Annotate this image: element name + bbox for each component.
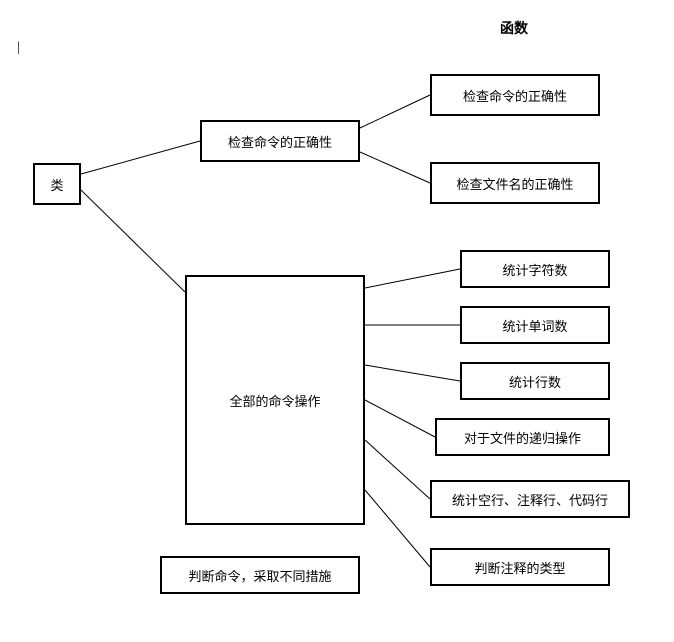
diagram-edge bbox=[360, 95, 430, 128]
diagram-node-b1: 统计字符数 bbox=[460, 250, 610, 288]
diagram-edge bbox=[365, 365, 460, 381]
diagram-node-a1: 检查命令的正确性 bbox=[430, 74, 600, 116]
diagram-node-label: 判断注释的类型 bbox=[474, 558, 565, 577]
diagram-node-label: 检查命令的正确性 bbox=[228, 132, 332, 151]
diagram-node-label: 全部的命令操作 bbox=[229, 391, 320, 410]
diagram-node-b4: 对于文件的递归操作 bbox=[435, 418, 610, 456]
diagram-edge bbox=[360, 152, 430, 183]
diagram-node-mid2: 全部的命令操作 bbox=[185, 275, 365, 525]
diagram-node-label: 统计字符数 bbox=[502, 260, 567, 279]
diagram-node-label: 统计单词数 bbox=[502, 316, 567, 335]
diagram-node-label: 统计行数 bbox=[509, 372, 561, 391]
diagram-node-label: 类 bbox=[50, 175, 63, 194]
diagram-node-label: 检查命令的正确性 bbox=[463, 86, 567, 105]
diagram-edge bbox=[365, 490, 430, 567]
diagram-node-label: 对于文件的递归操作 bbox=[464, 428, 581, 447]
diagram-node-label: 检查文件名的正确性 bbox=[456, 174, 573, 193]
diagram-edge bbox=[81, 190, 185, 292]
diagram-edge bbox=[365, 440, 430, 499]
diagram-node-label: 统计空行、注释行、代码行 bbox=[452, 490, 608, 509]
diagram-node-label: 判断命令，采取不同措施 bbox=[188, 566, 331, 585]
diagram-node-b2: 统计单词数 bbox=[460, 306, 610, 344]
diagram-node-b5: 统计空行、注释行、代码行 bbox=[430, 480, 630, 518]
diagram-edge bbox=[365, 400, 435, 437]
diagram-edge bbox=[81, 141, 200, 174]
diagram-node-b3: 统计行数 bbox=[460, 362, 610, 400]
diagram-edge bbox=[365, 269, 460, 288]
diagram-title: 函数 bbox=[500, 18, 528, 38]
diagram-node-b6: 判断注释的类型 bbox=[430, 548, 610, 586]
text-cursor: | bbox=[17, 40, 20, 56]
diagram-node-root: 类 bbox=[33, 163, 81, 205]
diagram-node-a2: 检查文件名的正确性 bbox=[430, 162, 600, 204]
diagram-node-mid1: 检查命令的正确性 bbox=[200, 120, 360, 162]
diagram-node-iso: 判断命令，采取不同措施 bbox=[160, 556, 360, 594]
